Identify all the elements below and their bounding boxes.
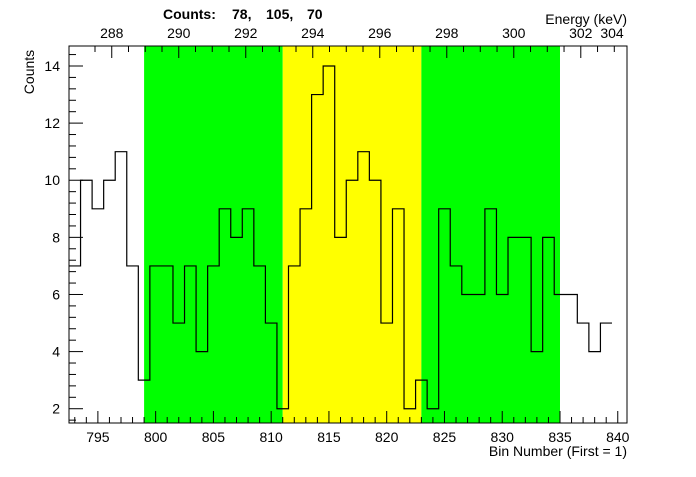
histogram-bin — [104, 179, 116, 181]
histogram-layer — [69, 65, 612, 410]
y-tick-label: 4 — [52, 344, 60, 360]
y-tick-label: 12 — [44, 115, 60, 131]
histogram-bin — [92, 208, 104, 210]
histogram-bin — [358, 151, 370, 153]
histogram-bin — [346, 179, 358, 181]
y-axis-label: Counts — [21, 50, 37, 94]
frame-layer — [68, 45, 628, 424]
histogram-line — [69, 65, 612, 410]
x-tick-label: 810 — [259, 429, 283, 445]
energy-tick-label: 288 — [100, 25, 124, 41]
histogram-bin — [600, 322, 612, 324]
energy-tick-label: 300 — [502, 25, 526, 41]
histogram-bin — [173, 322, 185, 324]
energy-tick-label: 296 — [368, 25, 392, 41]
histogram-bin — [161, 265, 173, 267]
y-tick-label: 6 — [52, 286, 60, 302]
counts-value-right: 70 — [307, 6, 323, 22]
plot-frame — [68, 45, 628, 424]
histogram-bin — [566, 293, 578, 295]
y-tick-label: 10 — [44, 172, 60, 188]
energy-axis: 288 290 292 294 296 298 300 302 304 — [94, 25, 624, 58]
x-tick-label: 825 — [433, 429, 457, 445]
region-background-right — [421, 46, 560, 423]
counts-value-peak: 105, — [266, 6, 294, 22]
histogram-bin — [427, 408, 439, 410]
histogram-bin — [473, 293, 485, 295]
histogram-bin — [138, 379, 150, 381]
histogram-bin — [312, 94, 324, 96]
histogram-bin — [369, 179, 381, 181]
energy-axis-label: Energy (keV) — [545, 11, 627, 27]
energy-tick-label: 304 — [600, 25, 624, 41]
histogram-bin — [69, 265, 81, 267]
x-tick-label: 835 — [548, 429, 572, 445]
counts-value-left: 78, — [232, 6, 252, 22]
histogram-bin — [439, 208, 451, 210]
histogram-bin — [404, 408, 416, 410]
histogram-bin — [242, 208, 254, 210]
histogram-bin — [508, 236, 520, 238]
energy-tick-label: 294 — [301, 25, 325, 41]
histogram-bin — [150, 265, 162, 267]
histogram-bin — [196, 351, 208, 353]
histogram-bin — [289, 265, 301, 267]
energy-tick-label: 290 — [167, 25, 191, 41]
histogram-bin — [265, 322, 277, 324]
histogram-bin — [219, 208, 231, 210]
energy-tick-label: 302 — [569, 25, 593, 41]
histogram-bin — [520, 236, 532, 238]
histogram-bin — [416, 379, 428, 381]
histogram-bin — [127, 265, 139, 267]
x-tick-label: 805 — [202, 429, 226, 445]
x-tick-label: 795 — [86, 429, 110, 445]
x-tick-label: 840 — [606, 429, 630, 445]
histogram-bin — [554, 293, 566, 295]
x-tick-label: 815 — [317, 429, 341, 445]
histogram-bin — [531, 351, 543, 353]
histogram-bin — [543, 236, 555, 238]
x-axis-label: Bin Number (First = 1) — [489, 443, 627, 459]
regions-layer — [144, 46, 560, 423]
x-tick-label: 820 — [375, 429, 399, 445]
y-axis: 2 4 6 8 10 12 14 — [44, 54, 83, 421]
histogram-bin — [185, 265, 197, 267]
x-axis: 795 800 805 810 815 820 825 830 835 840 — [74, 411, 630, 445]
histogram-bin — [115, 151, 127, 153]
energy-tick-label: 298 — [435, 25, 459, 41]
counts-label: Counts: — [163, 6, 216, 22]
histogram-bin — [392, 208, 404, 210]
histogram-bin — [485, 208, 497, 210]
histogram-bin — [231, 236, 243, 238]
histogram-bin — [208, 265, 220, 267]
y-tick-label: 2 — [52, 401, 60, 417]
histogram-bin — [496, 293, 508, 295]
histogram-bin — [277, 408, 289, 410]
histogram-bin — [381, 322, 393, 324]
region-peak — [282, 46, 422, 423]
region-background-left — [144, 46, 283, 423]
histogram-bin — [577, 322, 589, 324]
histogram-bin — [462, 293, 474, 295]
y-tick-label: 14 — [44, 58, 60, 74]
y-tick-label: 8 — [52, 229, 60, 245]
x-tick-label: 800 — [144, 429, 168, 445]
energy-tick-label: 292 — [234, 25, 258, 41]
histogram-bin — [300, 208, 312, 210]
histogram-bin — [450, 265, 462, 267]
histogram-bin — [335, 236, 347, 238]
histogram-bin — [589, 351, 601, 353]
x-tick-label: 830 — [491, 429, 515, 445]
histogram-bin — [323, 65, 335, 67]
histogram-bin — [254, 265, 266, 267]
